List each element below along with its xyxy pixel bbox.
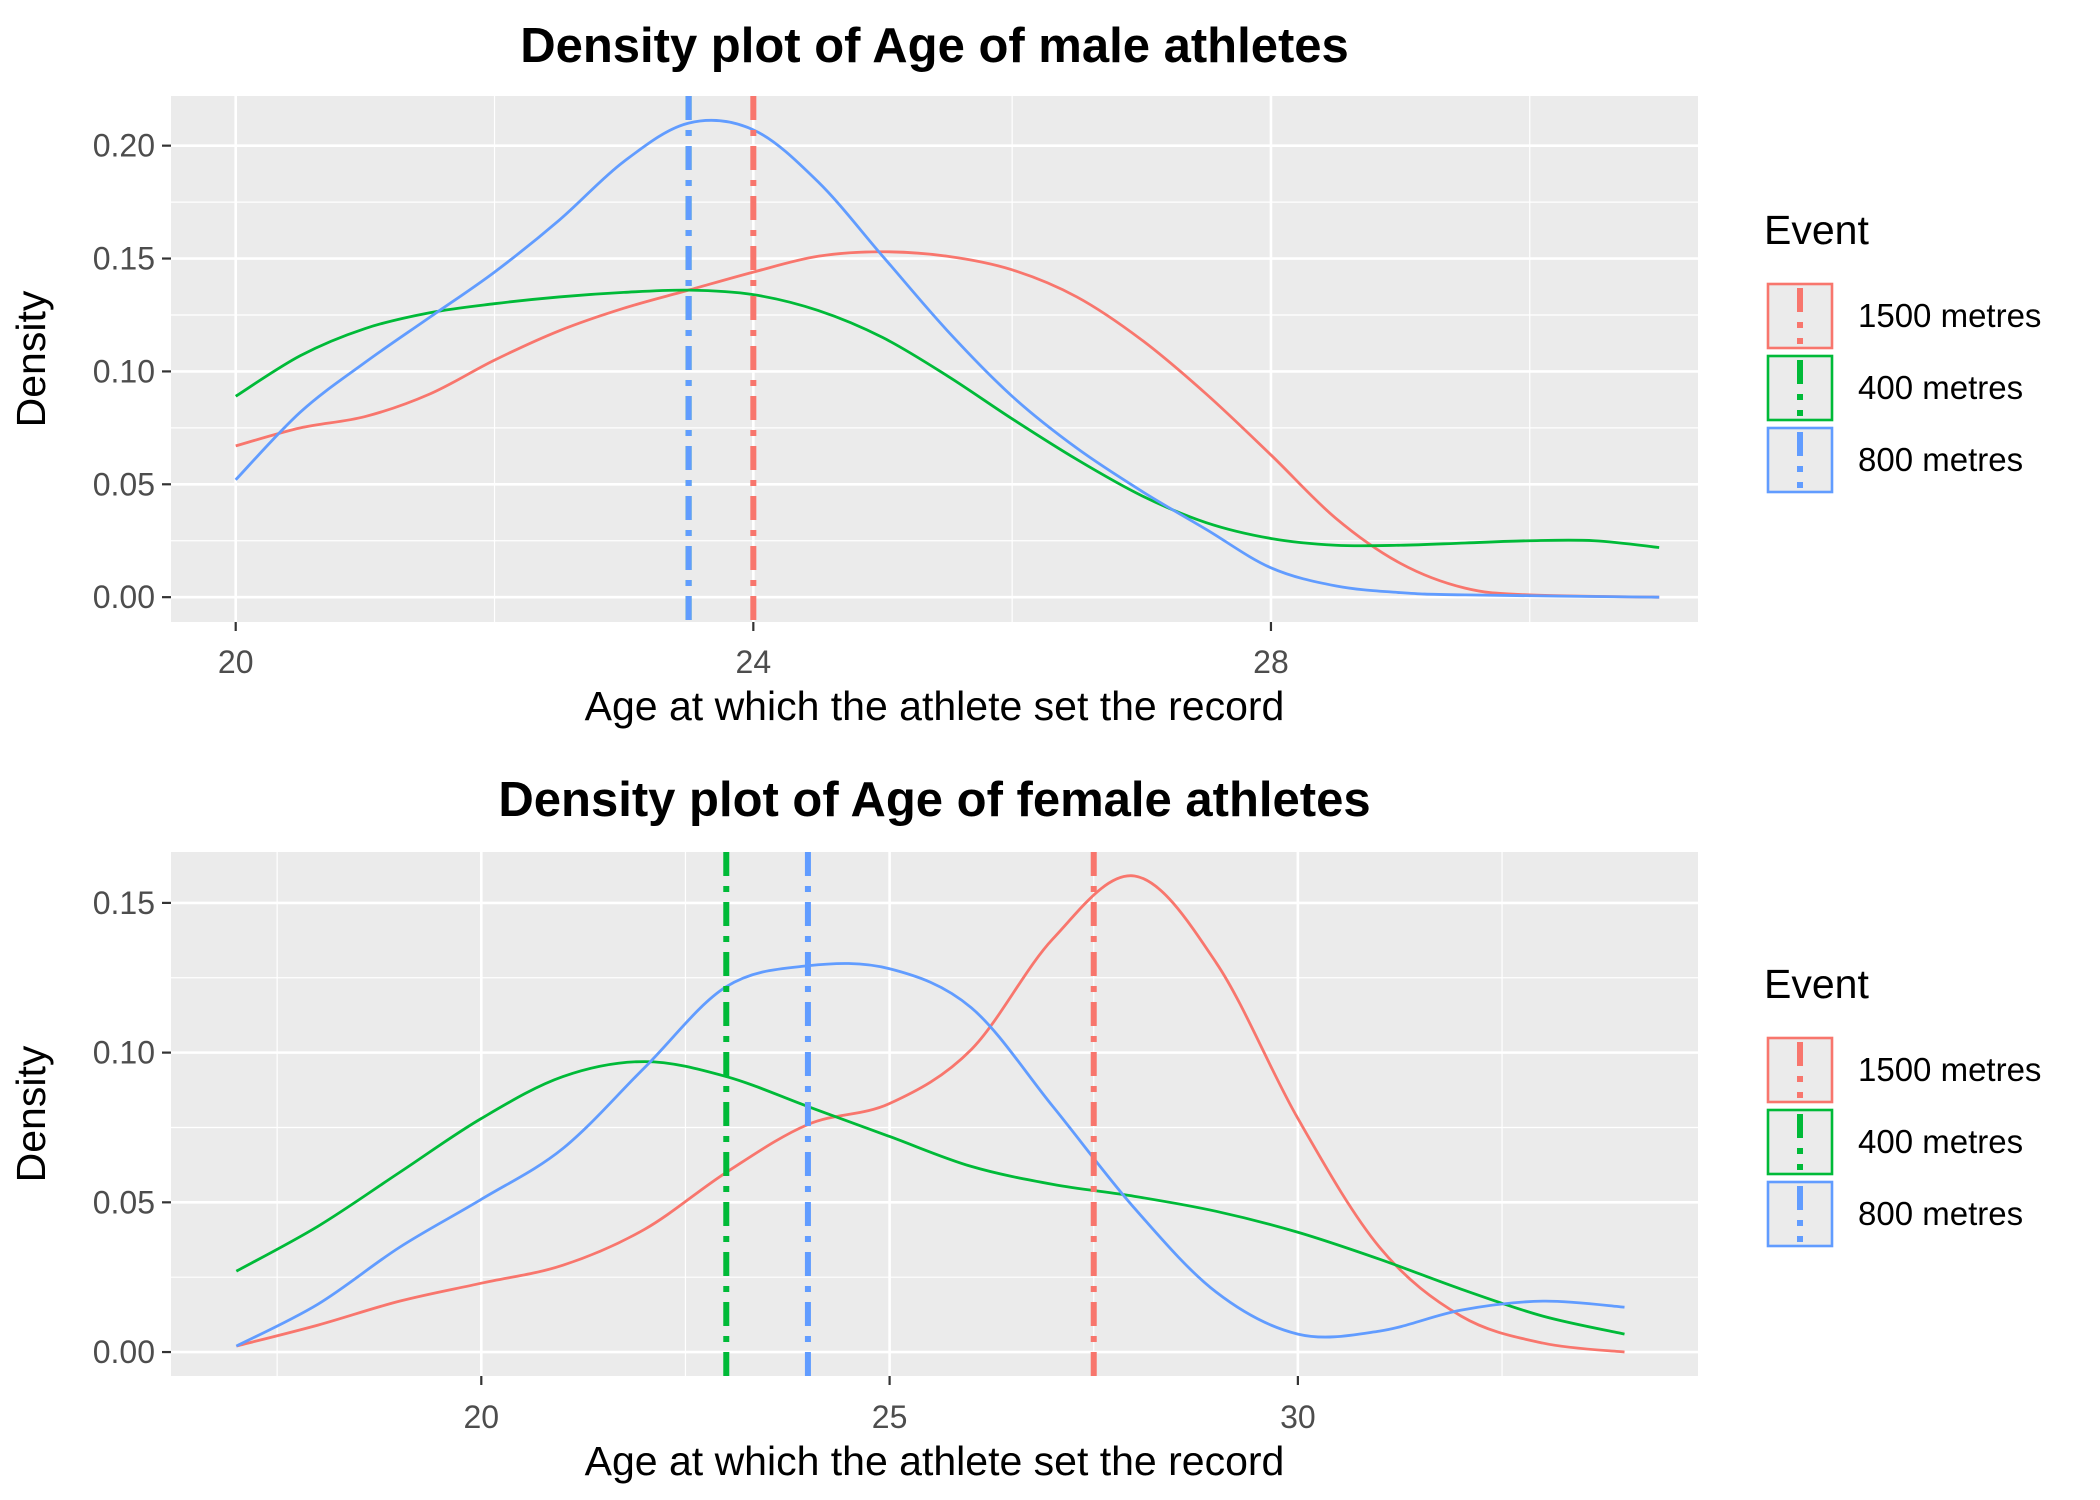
- y-tick-label: 0.10: [93, 353, 155, 389]
- legend-item-1: 1500 metres: [1766, 1036, 2041, 1104]
- chart-panel-1: 20 24 28 0.00 0.05 0.10 0.15 0.20 Density plot o…: [8, 19, 2041, 729]
- density-curve-1: [235, 250, 1660, 599]
- legend-label: 800 metres: [1858, 1195, 2023, 1232]
- y-axis-title: Density: [8, 1045, 54, 1182]
- density-curve-3: [235, 962, 1625, 1348]
- legend-label: 1500 metres: [1858, 297, 2041, 334]
- x-tick-label: 28: [1253, 644, 1289, 680]
- y-tick-label: 0.00: [93, 579, 155, 615]
- y-tick-label: 0.15: [93, 885, 155, 921]
- legend: Event 1500 metres 400 metres 800 metres: [1764, 207, 2041, 494]
- legend-item-2: 400 metres: [1766, 354, 2023, 422]
- y-tick-label: 0.20: [93, 128, 155, 164]
- legend-label: 1500 metres: [1858, 1051, 2041, 1088]
- legend: Event 1500 metres 400 metres 800 metres: [1764, 961, 2041, 1248]
- x-tick-label: 20: [464, 1399, 500, 1435]
- density-curve-1: [235, 874, 1625, 1354]
- chart-title: Density plot of Age of male athletes: [520, 19, 1349, 73]
- legend-item-1: 1500 metres: [1766, 282, 2041, 350]
- legend-label: 400 metres: [1858, 369, 2023, 406]
- legend-item-3: 800 metres: [1766, 426, 2023, 494]
- x-axis-title: Age at which the athlete set the record: [585, 683, 1285, 729]
- y-tick-label: 0.15: [93, 241, 155, 277]
- x-tick-label: 25: [872, 1399, 908, 1435]
- legend-title: Event: [1764, 207, 1869, 253]
- y-tick-label: 0.05: [93, 466, 155, 502]
- legend-title: Event: [1764, 961, 1869, 1007]
- legend-label: 800 metres: [1858, 441, 2023, 478]
- plot-panel-background: [171, 852, 1698, 1376]
- x-tick-label: 24: [736, 644, 772, 680]
- x-tick-label: 30: [1280, 1399, 1316, 1435]
- y-tick-label: 0.10: [93, 1035, 155, 1071]
- legend-key: [1766, 426, 1834, 494]
- legend-label: 400 metres: [1858, 1123, 2023, 1160]
- legend-item-3: 800 metres: [1766, 1180, 2023, 1248]
- y-tick-label: 0.05: [93, 1184, 155, 1220]
- x-tick-label: 20: [218, 644, 254, 680]
- y-axis-title: Density: [8, 290, 54, 427]
- plot-panel-background: [171, 96, 1698, 622]
- density-curve-3: [234, 118, 1660, 599]
- x-axis-title: Age at which the athlete set the record: [585, 1438, 1285, 1484]
- density-curve-2: [234, 288, 1660, 549]
- density-curve-2: [235, 1060, 1625, 1336]
- legend-item-2: 400 metres: [1766, 1108, 2023, 1176]
- chart-panel-2: 20 25 30 0.00 0.05 0.10 0.15 Density plot of Ag…: [8, 773, 2041, 1484]
- chart-title: Density plot of Age of female athletes: [498, 773, 1370, 827]
- legend-key: [1766, 1036, 1834, 1104]
- y-tick-label: 0.00: [93, 1334, 155, 1370]
